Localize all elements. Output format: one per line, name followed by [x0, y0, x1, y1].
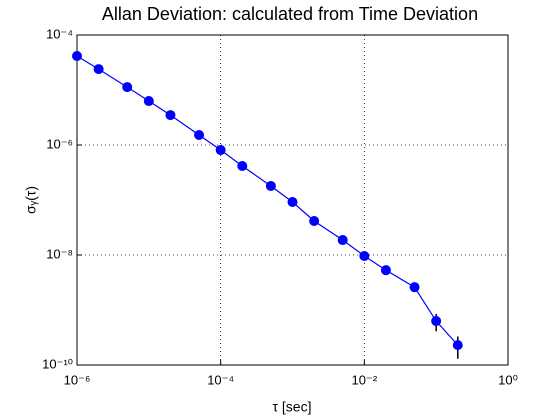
chart-title: Allan Deviation: calculated from Time De… — [102, 4, 478, 24]
data-point — [122, 82, 133, 93]
data-point — [452, 340, 463, 351]
x-tick-label: 10⁻⁶ — [64, 372, 91, 387]
data-point — [380, 265, 391, 276]
y-tick-label: 10⁻⁸ — [46, 246, 73, 261]
y-tick-label: 10⁻¹⁰ — [42, 356, 73, 371]
data-point — [265, 180, 276, 191]
y-tick-label: 10⁻⁴ — [46, 26, 73, 41]
data-point — [431, 316, 442, 327]
data-point — [72, 51, 82, 62]
data-point — [337, 235, 348, 246]
data-point — [93, 64, 104, 75]
plot-frame — [76, 34, 509, 366]
data-point — [165, 110, 176, 121]
x-axis-label: τ [sec] — [273, 399, 312, 415]
data-point — [287, 196, 298, 207]
data-point — [237, 161, 248, 172]
data-point — [409, 282, 420, 293]
data-point — [215, 145, 226, 156]
data-point — [359, 250, 370, 261]
x-tick-label: 10⁰ — [498, 372, 518, 387]
data-point — [143, 96, 154, 107]
data-point — [309, 216, 320, 227]
x-tick-label: 10⁻² — [352, 372, 378, 387]
data-point — [194, 129, 205, 140]
x-tick-label: 10⁻⁴ — [207, 372, 234, 387]
y-axis-label: σᵧ(τ) — [23, 186, 39, 214]
y-tick-label: 10⁻⁶ — [46, 136, 73, 151]
